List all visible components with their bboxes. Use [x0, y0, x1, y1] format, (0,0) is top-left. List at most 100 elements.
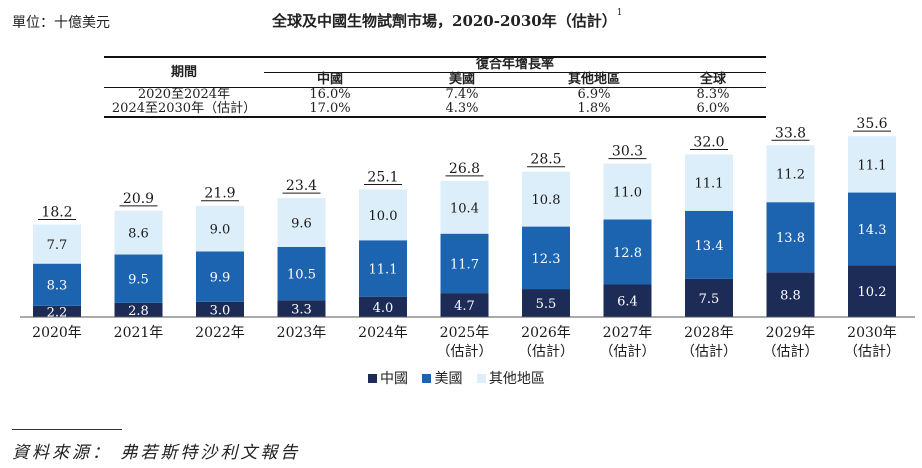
bar-total-label: 26.8 — [449, 161, 480, 177]
bar-total-label: 21.9 — [204, 186, 235, 202]
cagr-row-period: 2020至2024年 — [104, 87, 264, 102]
bar-segment — [685, 154, 733, 211]
bar-segment — [33, 224, 81, 264]
cagr-period-header: 期間 — [104, 56, 264, 88]
x-tick-label: 2020年 — [32, 325, 82, 341]
bar-segment — [522, 289, 570, 317]
bar-segment — [277, 198, 326, 247]
bar-total-label: 35.6 — [856, 116, 887, 132]
bar-value-label: 5.5 — [536, 297, 557, 312]
bar-segment — [277, 300, 326, 317]
bar-segment — [848, 192, 896, 266]
x-tick-label: 2021年 — [114, 325, 164, 341]
bar-segment — [685, 210, 733, 279]
cagr-cell: 8.3% — [660, 87, 766, 102]
x-tick-note: （估計） — [681, 344, 737, 360]
bar-value-label: 11.2 — [776, 168, 805, 183]
bar-segment — [522, 226, 570, 290]
source-note: 資料來源： 弗若斯特沙利文報告 — [12, 443, 301, 463]
bar-segment — [359, 296, 407, 317]
cagr-col-rest: 其他地區 — [528, 72, 660, 88]
bar-value-label: 10.0 — [369, 209, 398, 224]
cagr-cell: 17.0% — [264, 102, 396, 118]
bar-total-label: 33.8 — [775, 125, 806, 141]
bar-value-label: 10.8 — [532, 193, 561, 208]
bar-segment — [848, 265, 896, 317]
bar-total-label: 18.2 — [41, 205, 72, 221]
bar-value-label: 9.5 — [128, 273, 149, 288]
bar-value-label: 11.1 — [695, 177, 724, 192]
cagr-header: 復合年增長率 — [264, 56, 766, 73]
legend-item-rest: 其他地區 — [476, 368, 545, 388]
bar-segment — [848, 136, 896, 193]
x-tick-note: （估計） — [518, 344, 574, 360]
bar-value-label: 2.2 — [47, 305, 68, 320]
bar-segment — [603, 284, 652, 317]
bar-total-label: 28.5 — [530, 152, 561, 168]
bar-value-label: 10.4 — [450, 201, 479, 216]
bar-value-label: 9.0 — [210, 223, 231, 238]
bar-value-label: 3.0 — [210, 303, 231, 318]
bar-total-label: 32.0 — [693, 134, 724, 150]
bar-segment — [766, 272, 815, 317]
bar-value-label: 13.8 — [776, 231, 805, 246]
bar-value-label: 9.9 — [210, 271, 231, 286]
bar-value-label: 6.4 — [617, 295, 638, 310]
bar-segment — [522, 171, 570, 227]
x-tick-label: 2025年 — [440, 325, 490, 341]
bar-value-label: 12.8 — [613, 246, 642, 261]
legend-label-rest: 其他地區 — [488, 371, 545, 387]
bar-total-label: 20.9 — [123, 191, 154, 207]
bar-segment — [196, 251, 244, 302]
bar-segment — [114, 302, 163, 317]
x-tick-note: （估計） — [437, 344, 493, 360]
cagr-col-china: 中國 — [264, 72, 396, 88]
bar-value-label: 8.6 — [128, 227, 149, 242]
x-tick-note: （估計） — [763, 344, 819, 360]
bar-value-label: 11.7 — [450, 257, 479, 272]
x-tick-label: 2027年 — [603, 325, 653, 341]
unit-label: 單位：十億美元 — [12, 15, 110, 31]
x-tick-label: 2024年 — [358, 325, 408, 341]
legend-item-us: 美國 — [422, 368, 462, 388]
bar-segment — [359, 189, 407, 241]
legend-swatch-us — [422, 374, 432, 383]
bar-value-label: 8.3 — [47, 279, 68, 294]
bar-segment — [603, 219, 652, 285]
chart-title: 全球及中國生物試劑市場，2020-2030年（估計）1 — [272, 8, 622, 31]
cagr-cell: 16.0% — [264, 87, 396, 102]
bar-segment — [440, 180, 489, 234]
x-tick-label: 2030年 — [847, 325, 897, 341]
cagr-table: 期間 復合年增長率 中國 美國 其他地區 全球 2020至2024年 16.0%… — [104, 56, 766, 118]
cagr-col-us: 美國 — [396, 72, 528, 88]
bar-value-label: 11.1 — [858, 158, 887, 173]
x-tick-label: 2028年 — [684, 325, 734, 341]
bar-value-label: 9.6 — [291, 217, 312, 232]
bar-total-label: 25.1 — [367, 169, 398, 185]
chart-title-text: 全球及中國生物試劑市場，2020-2030年（估計） — [272, 12, 617, 30]
legend-swatch-rest — [476, 374, 486, 383]
bar-value-label: 12.3 — [532, 252, 561, 267]
cagr-cell: 6.9% — [528, 87, 660, 102]
bar-value-label: 2.8 — [128, 304, 149, 319]
bar-segment — [33, 305, 81, 317]
bar-value-label: 4.0 — [373, 301, 394, 316]
bar-value-label: 10.2 — [858, 285, 887, 300]
bar-value-label: 3.3 — [291, 303, 312, 318]
bar-segment — [196, 301, 244, 317]
legend-swatch-china — [368, 374, 377, 383]
bar-value-label: 7.5 — [699, 292, 720, 307]
x-tick-label: 2022年 — [195, 325, 245, 341]
legend-label-china: 中國 — [380, 371, 408, 387]
x-tick-label: 2026年 — [521, 325, 571, 341]
cagr-row-period: 2024至2030年（估計） — [104, 102, 264, 118]
bar-segment — [277, 246, 326, 301]
bar-value-label: 10.5 — [287, 268, 316, 283]
bar-value-label: 4.7 — [454, 299, 475, 314]
bar-segment — [359, 240, 407, 297]
chart-legend: 中國 美國 其他地區 — [368, 368, 555, 388]
legend-label-us: 美國 — [434, 371, 463, 387]
x-tick-note: （估計） — [600, 344, 656, 360]
bar-segment — [33, 263, 81, 306]
source-divider — [12, 429, 122, 430]
